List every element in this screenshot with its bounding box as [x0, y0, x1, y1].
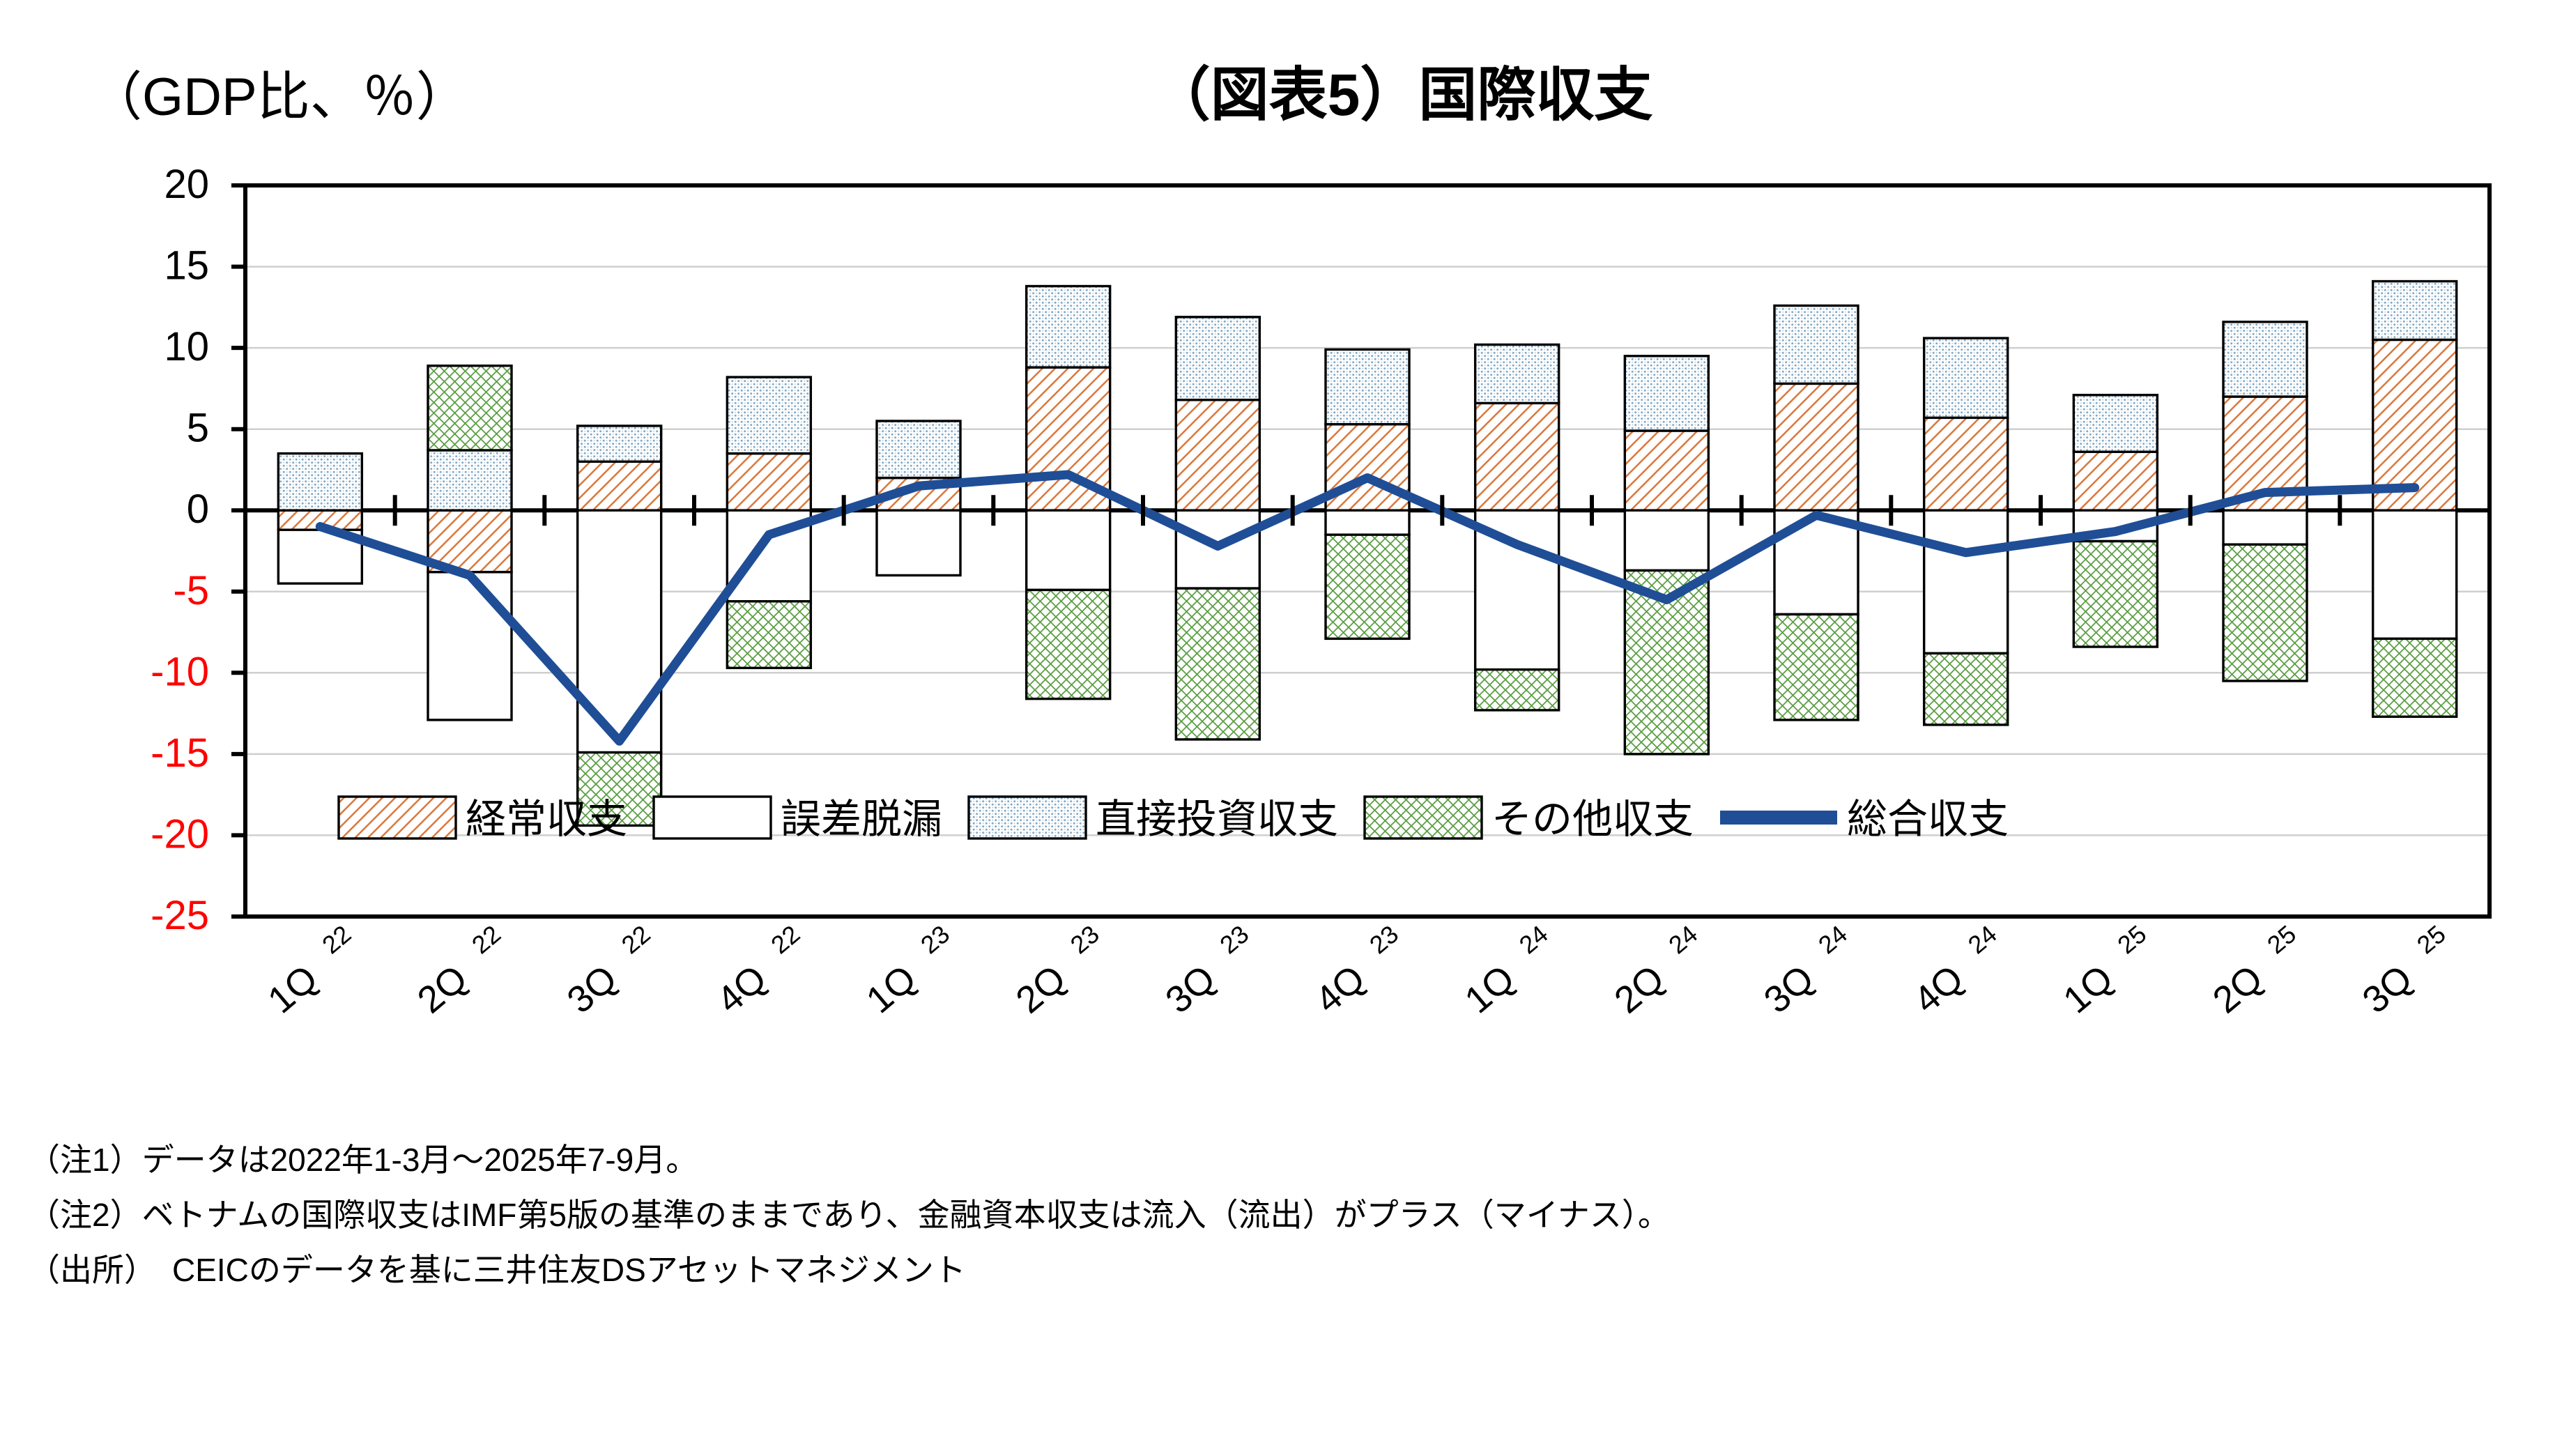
svg-text:5: 5 [187, 406, 209, 451]
svg-text:0: 0 [187, 486, 209, 532]
svg-text:その他収支: その他収支 [1491, 797, 1694, 842]
svg-text:-10: -10 [151, 649, 209, 694]
svg-text:総合収支: 総合収支 [1847, 797, 2009, 842]
svg-text:誤差脱漏: 誤差脱漏 [781, 797, 942, 842]
svg-text:15: 15 [164, 243, 209, 289]
svg-text:-5: -5 [173, 568, 209, 613]
svg-text:直接投資収支: 直接投資収支 [1096, 797, 1338, 842]
svg-text:経常収支: 経常収支 [466, 797, 627, 842]
svg-text:20: 20 [164, 162, 209, 207]
svg-text:-20: -20 [151, 811, 209, 857]
svg-text:-25: -25 [151, 893, 209, 938]
svg-text:-15: -15 [151, 730, 209, 776]
svg-text:10: 10 [164, 324, 209, 369]
svg-text:（図表5）国際収支: （図表5）国際収支 [1152, 62, 1653, 128]
svg-text:（GDP比、％）: （GDP比、％） [89, 68, 469, 127]
